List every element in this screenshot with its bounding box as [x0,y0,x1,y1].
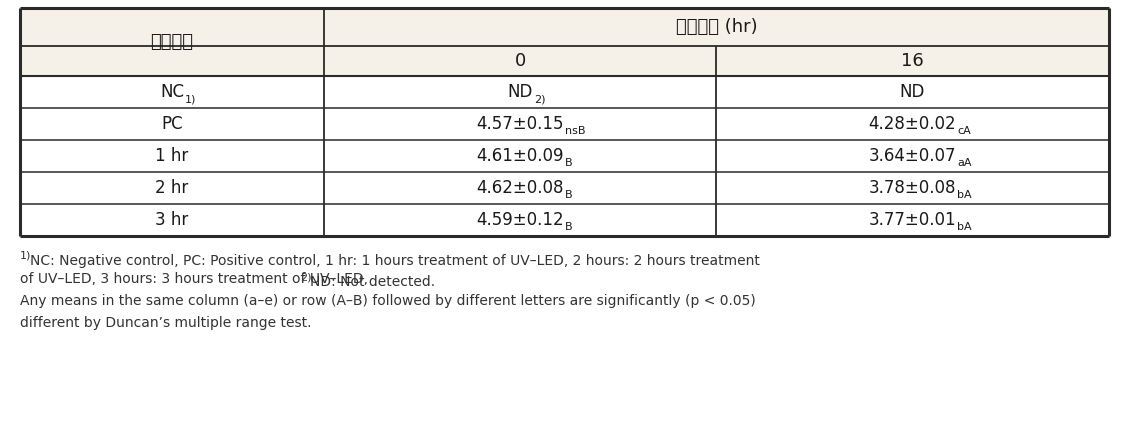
Text: 3.77±0.01: 3.77±0.01 [868,211,956,229]
Text: 1): 1) [20,250,32,260]
Text: cA: cA [957,126,971,136]
Text: 2): 2) [534,94,545,104]
Bar [20,204,1109,236]
Text: 2): 2) [300,272,312,282]
Text: Any means in the same column (a–e) or row (A–B) followed by different letters ar: Any means in the same column (a–e) or ro… [20,294,755,308]
Bar [20,8,1109,76]
Text: aA: aA [957,158,972,168]
Text: bA: bA [957,222,972,232]
Text: 2 hr: 2 hr [156,179,189,197]
Text: 3 hr: 3 hr [156,211,189,229]
Text: ND: Not detected.: ND: Not detected. [310,275,435,289]
Text: NC: NC [160,83,184,101]
Text: NC: Negative control, PC: Positive control, 1 hr: 1 hours treatment of UV–LED, 2: NC: Negative control, PC: Positive contr… [30,254,760,268]
Text: 4.57±0.15: 4.57±0.15 [476,115,563,133]
Text: 시료구분: 시료구분 [150,33,193,51]
Text: 0: 0 [515,52,526,70]
Text: 4.62±0.08: 4.62±0.08 [476,179,563,197]
Text: nsB: nsB [564,126,585,136]
Text: 16: 16 [901,52,924,70]
Text: 배양시간 (hr): 배양시간 (hr) [675,18,758,36]
Text: ND: ND [507,83,533,101]
Text: B: B [564,222,572,232]
Text: 3.64±0.07: 3.64±0.07 [868,147,956,165]
Text: 4.59±0.12: 4.59±0.12 [476,211,563,229]
Bar [20,76,1109,108]
Text: B: B [564,190,572,200]
Text: B: B [564,158,572,168]
Text: PC: PC [161,115,183,133]
Text: of UV–LED, 3 hours: 3 hours treatment of UV–LED,: of UV–LED, 3 hours: 3 hours treatment of… [20,272,377,286]
Text: different by Duncan’s multiple range test.: different by Duncan’s multiple range tes… [20,316,312,330]
Text: ND: ND [900,83,925,101]
Bar [20,108,1109,140]
Text: 3.78±0.08: 3.78±0.08 [868,179,956,197]
Text: bA: bA [957,190,972,200]
Text: 4.61±0.09: 4.61±0.09 [476,147,563,165]
Text: 4.28±0.02: 4.28±0.02 [868,115,956,133]
Bar [20,172,1109,204]
Text: 1): 1) [185,94,196,104]
Bar [20,140,1109,172]
Text: 1 hr: 1 hr [156,147,189,165]
